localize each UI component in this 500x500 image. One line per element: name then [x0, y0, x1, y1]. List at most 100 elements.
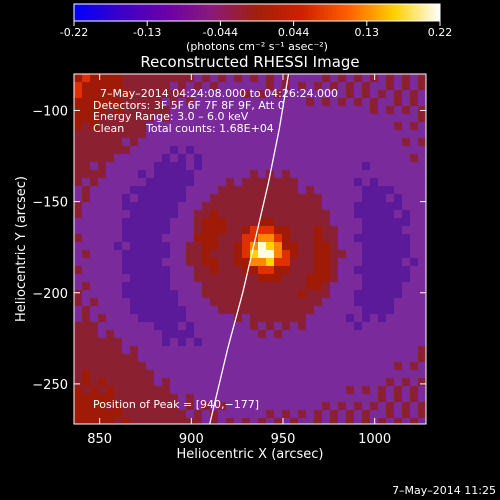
heatmap-cell [290, 186, 298, 194]
heatmap-cell [330, 202, 338, 210]
x-tick-label: 900 [179, 432, 204, 447]
heatmap-cell [298, 130, 306, 138]
heatmap-cell [114, 378, 122, 386]
heatmap-cell [74, 266, 82, 274]
heatmap-cell [362, 394, 370, 402]
heatmap-cell [402, 170, 410, 178]
heatmap-cell [290, 210, 298, 218]
heatmap-cell [418, 330, 426, 338]
heatmap-cell [314, 194, 322, 202]
heatmap-cell [154, 242, 162, 250]
heatmap-cell [130, 122, 138, 130]
heatmap-cell [82, 170, 90, 178]
heatmap-cell [210, 210, 218, 218]
heatmap-cell [130, 226, 138, 234]
heatmap-cell [226, 410, 234, 418]
heatmap-cell [250, 210, 258, 218]
heatmap-cell [194, 314, 202, 322]
heatmap-cell [74, 130, 82, 138]
heatmap-cell [218, 146, 226, 154]
heatmap-cell [338, 114, 346, 122]
heatmap-cell [82, 114, 90, 122]
heatmap-cell [370, 330, 378, 338]
heatmap-cell [418, 170, 426, 178]
heatmap-cell [330, 90, 338, 98]
heatmap-cell [410, 210, 418, 218]
heatmap-cell [338, 346, 346, 354]
heatmap-cell [314, 218, 322, 226]
heatmap-cell [186, 354, 194, 362]
heatmap-cell [330, 338, 338, 346]
heatmap-cell [138, 394, 146, 402]
heatmap-cell [314, 178, 322, 186]
heatmap-cell [186, 330, 194, 338]
heatmap-cell [138, 346, 146, 354]
heatmap-cell [290, 170, 298, 178]
heatmap-cell [210, 98, 218, 106]
heatmap-cell [138, 98, 146, 106]
heatmap-cell [106, 162, 114, 170]
heatmap-cell [90, 250, 98, 258]
heatmap-cell [130, 218, 138, 226]
heatmap-cell [82, 82, 90, 90]
heatmap-cell [314, 410, 322, 418]
heatmap-cell [346, 370, 354, 378]
heatmap-cell [290, 250, 298, 258]
heatmap-cell [162, 394, 170, 402]
heatmap-cell [82, 282, 90, 290]
heatmap-cell [322, 218, 330, 226]
heatmap-cell [354, 226, 362, 234]
heatmap-cell [402, 418, 410, 424]
heatmap-cell [266, 186, 274, 194]
heatmap-cell [362, 338, 370, 346]
heatmap-cell [386, 74, 394, 82]
heatmap-cell [170, 218, 178, 226]
heatmap-cell [130, 162, 138, 170]
heatmap-cell [242, 106, 250, 114]
heatmap-cell [410, 186, 418, 194]
heatmap-cell [202, 274, 210, 282]
heatmap-cell [386, 410, 394, 418]
heatmap-cell [410, 162, 418, 170]
heatmap-cell [282, 258, 290, 266]
heatmap-cell [410, 90, 418, 98]
heatmap-cell [354, 194, 362, 202]
heatmap-cell [154, 90, 162, 98]
heatmap-cell [418, 298, 426, 306]
heatmap-cell [226, 322, 234, 330]
heatmap-cell [314, 202, 322, 210]
heatmap-cell [306, 282, 314, 290]
heatmap-cell [106, 242, 114, 250]
heatmap-cell [98, 306, 106, 314]
heatmap-cell [322, 162, 330, 170]
heatmap-cell [90, 234, 98, 242]
heatmap-cell [74, 370, 82, 378]
heatmap-cell [122, 226, 130, 234]
heatmap-cell [242, 410, 250, 418]
heatmap-cell [194, 266, 202, 274]
heatmap-cell [90, 322, 98, 330]
heatmap-cell [418, 410, 426, 418]
heatmap-cell [346, 82, 354, 90]
heatmap-cell [346, 178, 354, 186]
heatmap-cell [394, 418, 402, 424]
heatmap-cell [410, 354, 418, 362]
heatmap-cell [394, 314, 402, 322]
heatmap-cell [298, 146, 306, 154]
heatmap-cell [346, 290, 354, 298]
heatmap-cell [122, 274, 130, 282]
heatmap-cell [170, 290, 178, 298]
heatmap-cell [418, 354, 426, 362]
heatmap-cell [74, 74, 82, 82]
heatmap-cell [290, 106, 298, 114]
heatmap-cell [90, 178, 98, 186]
heatmap-cell [250, 178, 258, 186]
heatmap-cell [114, 402, 122, 410]
heatmap-cell [322, 170, 330, 178]
heatmap-cell [154, 258, 162, 266]
heatmap-cell [362, 250, 370, 258]
heatmap-cell [258, 74, 266, 82]
heatmap-cell [90, 274, 98, 282]
heatmap-cell [90, 394, 98, 402]
heatmap-cell [218, 290, 226, 298]
